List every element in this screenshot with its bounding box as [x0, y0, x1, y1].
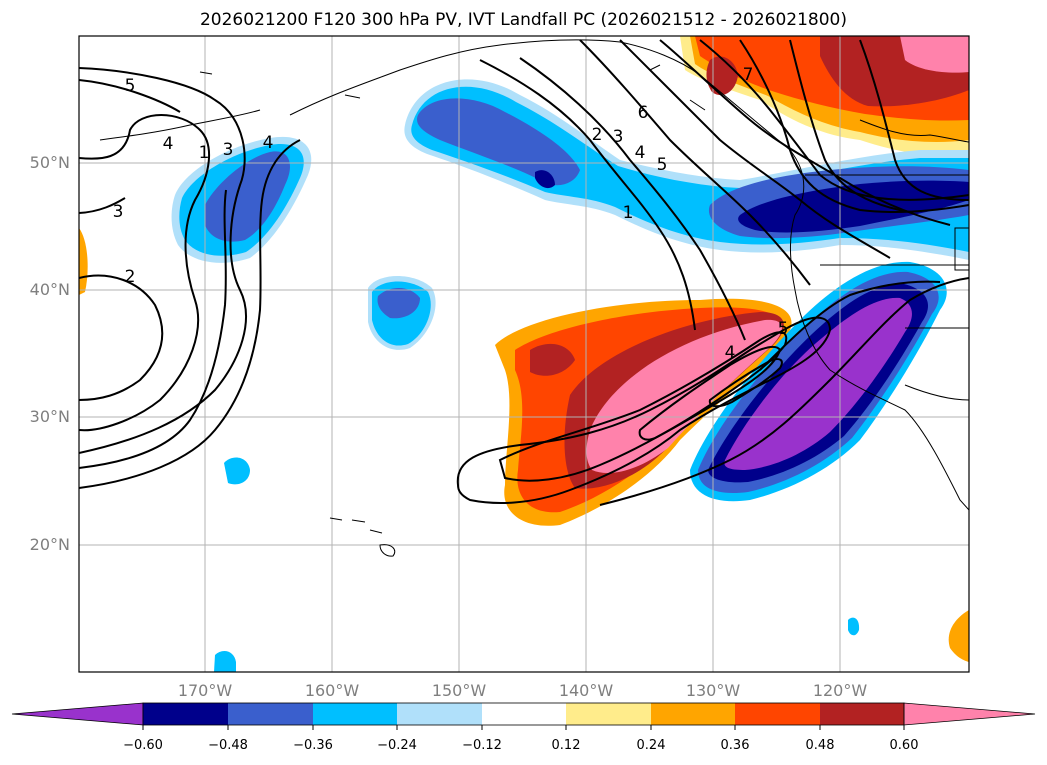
- contour-label: 1: [623, 203, 634, 223]
- lat-label-20n: 20°N: [29, 535, 70, 554]
- contour-label: 4: [263, 133, 274, 153]
- lat-label-40n: 40°N: [29, 280, 70, 299]
- colorbar-extend-high: [903, 702, 1036, 726]
- lat-label-50n: 50°N: [29, 153, 70, 172]
- lon-label-170w: 170°W: [177, 681, 233, 700]
- contour-label: 3: [113, 202, 124, 222]
- contour-label: 3: [223, 140, 234, 160]
- colorbar-tick-label: −0.60: [123, 738, 163, 753]
- colorbar-tick-label: 0.24: [636, 738, 666, 753]
- colorbar-tick-label: 0.36: [720, 738, 750, 753]
- pv-anomaly-fill: [79, 36, 969, 672]
- map-frame: [78, 35, 970, 673]
- colorbar-segment: [397, 703, 482, 725]
- lat-label-30n: 30°N: [29, 407, 70, 426]
- contour-label: 4: [635, 143, 646, 163]
- colorbar-tick-label: 0.12: [551, 738, 581, 753]
- colorbar-tick-label: 0.60: [889, 738, 919, 753]
- colorbar-tick-label: −0.48: [208, 738, 248, 753]
- colorbar-segment: [735, 703, 820, 725]
- contour-label: 7: [743, 65, 754, 85]
- contour-labels: 5 4 3 2 1 3 4 2 3 4 5 6 7 1 4 5: [113, 65, 789, 363]
- contour-label: 1: [199, 143, 210, 163]
- contour-label: 5: [125, 76, 136, 96]
- colorbar: [11, 702, 1036, 730]
- colorbar-segment: [566, 703, 651, 725]
- contour-label: 2: [125, 267, 136, 287]
- colorbar-tick-label: −0.12: [462, 738, 502, 753]
- map-title: 2026021200 F120 300 hPa PV, IVT Landfall…: [199, 10, 847, 30]
- contour-label: 5: [657, 155, 668, 175]
- colorbar-segment: [820, 703, 904, 725]
- lon-label-150w: 150°W: [431, 681, 487, 700]
- contour-label: 5: [778, 319, 789, 339]
- contour-label: 3: [613, 127, 624, 147]
- colorbar-segment: [228, 703, 313, 725]
- contour-label: 2: [592, 125, 603, 145]
- lon-label-130w: 130°W: [685, 681, 741, 700]
- graticule: [79, 36, 969, 672]
- contour-label: 4: [163, 134, 174, 154]
- colorbar-segment: [313, 703, 397, 725]
- lon-label-120w: 120°W: [812, 681, 868, 700]
- colorbar-extend-low: [11, 702, 144, 726]
- colorbar-tick-label: −0.24: [377, 738, 417, 753]
- contour-label: 4: [725, 343, 736, 363]
- colorbar-segment: [482, 703, 566, 725]
- colorbar-tick-label: 0.48: [805, 738, 835, 753]
- ivt-contours: [79, 39, 969, 506]
- contour-label: 6: [638, 103, 649, 123]
- lon-label-160w: 160°W: [304, 681, 360, 700]
- colorbar-segment: [651, 703, 735, 725]
- colorbar-segment: [143, 703, 228, 725]
- colorbar-tick-label: −0.36: [293, 738, 333, 753]
- lon-label-140w: 140°W: [558, 681, 614, 700]
